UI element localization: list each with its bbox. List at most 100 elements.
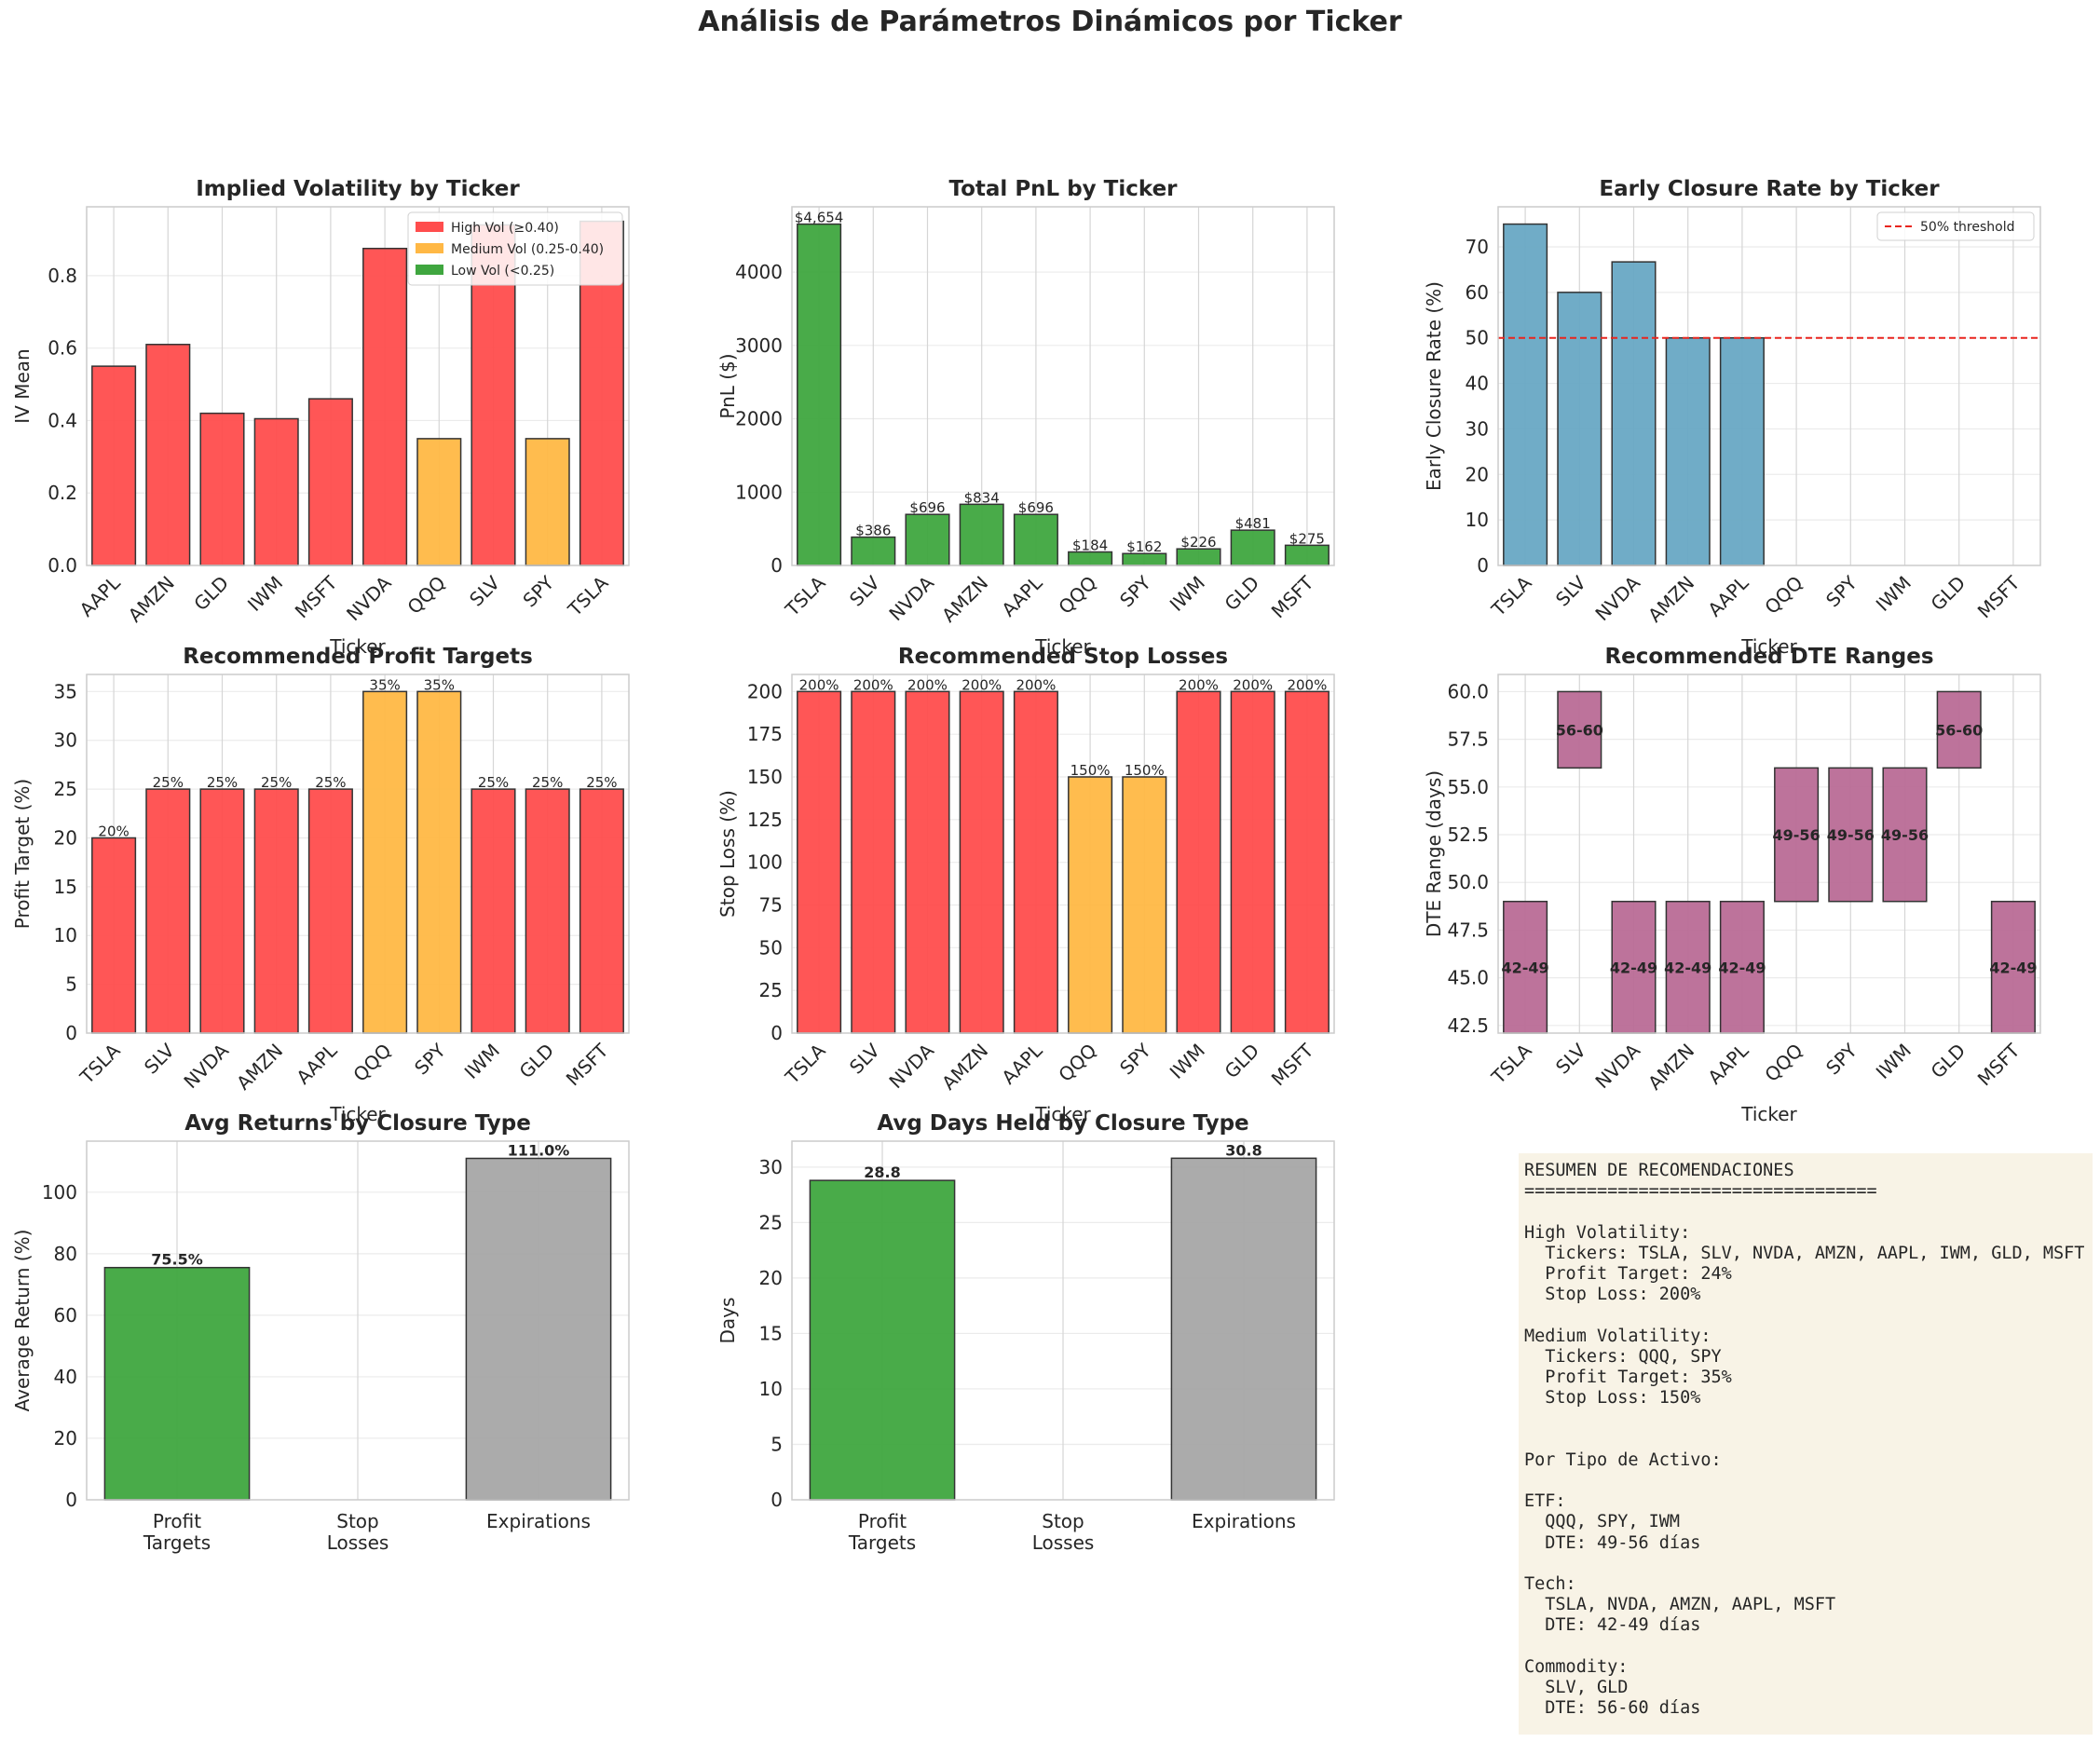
x-tick-label: AMZN [1643,572,1698,627]
x-tick-label: TSLA [780,571,829,620]
data-label: 25% [153,774,184,791]
y-tick-label: 47.5 [1447,919,1489,941]
pnl-chart: Total PnL by Ticker $4,654 $386 $696 $834 $69… [716,177,1335,658]
x-tick-label: Expirations [1192,1510,1296,1532]
bar [797,690,842,1034]
bar [253,788,299,1034]
y-tick-label: 50.0 [1447,871,1489,893]
x-tick-label: SPY [1821,1039,1861,1079]
x-tick-label: AAPL [997,571,1047,621]
x-tick-label: IWM [1872,572,1916,616]
chart-title: Avg Days Held by Closure Type [877,1111,1248,1136]
legend-label: High Vol (≥0.40) [451,221,559,236]
y-tick-label: 20 [54,826,77,849]
avg-returns-chart: Avg Returns by Closure Type 75.5% 111.0% 0 2… [11,1111,630,1554]
bar [1122,776,1167,1034]
x-axis-label: Ticker [329,635,386,658]
bar [307,398,353,566]
y-tick-label: 52.5 [1447,823,1489,846]
y-tick-label: 30 [759,1156,783,1178]
y-tick-label: 25 [54,778,77,800]
y-tick-label: 0.6 [48,337,77,360]
x-tick-label: NVDA [884,571,938,625]
axes-frame [86,1140,630,1501]
data-label: 200% [1016,676,1056,693]
bar [362,690,408,1034]
axes-frame [791,1140,1335,1501]
bar [1284,544,1330,566]
data-label: 35% [369,676,400,693]
bar [1068,776,1113,1034]
bar [1068,551,1113,566]
x-tick-label: NVDA [179,1039,233,1093]
bar [1503,223,1548,566]
x-tick-label: SLV [1551,571,1590,610]
bar [91,365,137,566]
y-tick-label: 0 [65,1489,77,1511]
y-tick-label: 20 [1466,463,1489,485]
y-tick-label: 0 [1477,554,1489,577]
bar [1013,690,1058,1034]
x-tick-label: TSLA [780,1039,829,1088]
axes-frame [86,674,630,1034]
x-tick-label: QQQ [1054,1040,1100,1086]
x-tick-label: SLV [845,571,884,610]
bar [1882,767,1928,903]
data-label: 30.8 [1225,1141,1261,1159]
y-tick-label: 30 [1466,417,1489,440]
y-tick-label: 10 [54,924,77,946]
axes-frame [1497,206,2041,566]
data-label: $226 [1180,534,1216,551]
y-tick-label: 0 [770,554,783,577]
x-tick-label: TSLA [1486,1039,1535,1088]
chart-title: Avg Returns by Closure Type [184,1111,531,1136]
y-tick-label: 0.0 [48,554,77,577]
bar [199,788,245,1034]
data-label: $184 [1072,538,1108,554]
data-label: 28.8 [864,1164,900,1181]
data-label: 25% [478,774,509,791]
bar [1828,767,1874,903]
x-tick-label: IWM [1166,572,1209,616]
y-tick-label: 60 [1466,281,1489,304]
x-tick-label: IWM [243,572,287,616]
data-label: 75.5% [151,1251,203,1269]
legend-box [1876,211,2035,241]
data-label: 42-49 [1989,959,2037,976]
y-tick-label: 15 [759,1322,783,1344]
x-tick-label: SPY [410,1039,450,1079]
legend-swatch [416,265,443,275]
stop-loss-chart: Recommended Stop Losses 200% 200% 200% 200% 2… [716,645,1335,1125]
x-tick-label: QQQ [348,1040,395,1086]
x-tick-label: MSFT [1267,571,1318,622]
y-tick-label: 55.0 [1447,776,1489,798]
data-label: 200% [1233,676,1273,693]
x-tick-label: TSLA [75,1039,124,1088]
y-axis-label: Early Closure Rate (%) [1423,281,1445,491]
legend-label: 50% threshold [1920,220,2015,235]
y-axis-label: PnL ($) [716,353,739,418]
data-label: 25% [207,774,238,791]
y-tick-label: 0 [770,1022,783,1044]
data-label: 200% [1179,676,1219,693]
x-tick-label: AMZN [937,572,992,627]
legend-swatch [416,222,443,232]
x-tick-label: Profit Targets [143,1510,211,1554]
bar [809,1179,956,1501]
x-tick-label: QQQ [1760,1040,1807,1086]
data-label: 200% [961,676,1002,693]
x-tick-label: GLD [1927,572,1970,616]
axes-frame [86,206,630,566]
bar [1013,513,1058,566]
bar [525,788,570,1034]
data-label: $696 [1018,499,1054,516]
data-label: 25% [315,774,346,791]
bar [145,788,191,1034]
x-tick-label: AAPL [1703,1039,1753,1089]
y-tick-label: 150 [747,766,783,788]
data-label: 56-60 [1556,721,1603,739]
y-tick-label: 3000 [735,334,783,357]
y-tick-label: 0 [770,1489,783,1511]
data-label: 25% [261,774,292,791]
bar [1176,548,1221,566]
